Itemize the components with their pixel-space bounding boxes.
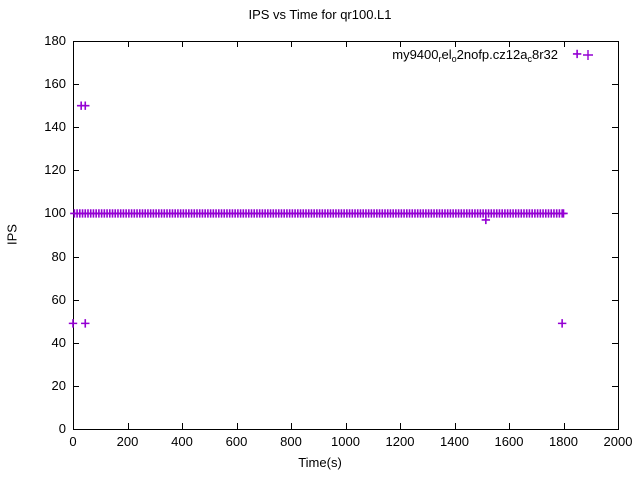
x-tick-label: 400 xyxy=(142,435,222,449)
x-tick-label: 600 xyxy=(197,435,277,449)
legend-label-subscript: c xyxy=(527,54,532,64)
x-tick-label-text: 1200 xyxy=(385,434,415,449)
legend-label-segment: 2nofp.cz12a xyxy=(456,47,528,62)
y-tick-label: 180 xyxy=(4,34,66,47)
y-tick-label-text: 0 xyxy=(58,421,66,436)
x-tick-label-text: 800 xyxy=(280,434,302,449)
y-tick-label: 140 xyxy=(4,120,66,133)
y-tick-label: 0 xyxy=(4,422,66,435)
x-tick-label: 2000 xyxy=(578,435,640,449)
y-tick-label: 60 xyxy=(4,293,66,306)
x-tick-label: 1400 xyxy=(415,435,495,449)
y-tick-label-text: 140 xyxy=(44,119,66,135)
x-tick-label: 1000 xyxy=(306,435,386,449)
y-tick-label-text: 40 xyxy=(51,334,66,350)
x-tick-label-text: 600 xyxy=(225,434,248,449)
legend-label-subscript: r xyxy=(438,54,442,64)
legend-marker-icon xyxy=(583,50,593,60)
x-tick-label-text: 200 xyxy=(116,434,139,449)
x-tick-label-text: 1800 xyxy=(549,434,578,449)
y-tick-label-text: 120 xyxy=(44,162,66,178)
y-tick-label-text: 20 xyxy=(51,377,66,393)
y-tick-label: 160 xyxy=(4,77,66,90)
x-tick-label-text: 2000 xyxy=(603,434,633,449)
y-tick-label: 40 xyxy=(4,336,66,349)
x-tick-label-text: 1600 xyxy=(494,434,524,449)
x-tick-label: 200 xyxy=(88,435,168,449)
data-point-marker xyxy=(81,319,90,328)
y-tick-label: 100 xyxy=(4,206,66,219)
y-tick-label-text: 100 xyxy=(44,205,66,221)
x-tick-label: 1600 xyxy=(469,435,549,449)
data-point-marker xyxy=(557,319,567,328)
legend-label-subscript: o xyxy=(451,54,457,64)
x-tick-label-text: 1400 xyxy=(440,434,469,449)
data-point-marker xyxy=(572,49,582,59)
data-point-marker xyxy=(68,319,78,328)
plot-frame xyxy=(73,41,619,430)
data-point-marker xyxy=(481,215,491,225)
y-tick-label: 20 xyxy=(4,379,66,392)
legend-series-label: my9400relo2nofp.cz12ac8r32 xyxy=(392,47,558,64)
y-tick-label: 120 xyxy=(4,163,66,176)
legend-label-segment: el xyxy=(441,47,452,62)
x-tick-label-text: 400 xyxy=(171,434,193,449)
x-tick-label: 1200 xyxy=(360,435,440,449)
x-tick-label: 1800 xyxy=(524,435,604,449)
data-series-points xyxy=(68,49,582,328)
y-tick-label-text: 160 xyxy=(44,76,66,92)
x-axis-title: Time(s) xyxy=(298,455,342,470)
legend-label-segment: 8r32 xyxy=(531,47,558,62)
y-axis-title: IPS xyxy=(4,224,20,245)
legend-label-segment: my9400 xyxy=(392,47,439,62)
x-tick-label: 0 xyxy=(33,435,113,449)
y-tick-label-text: 80 xyxy=(51,248,66,264)
data-point-marker xyxy=(81,101,90,110)
data-point-marker xyxy=(559,209,568,218)
x-tick-label-text: 0 xyxy=(69,434,77,449)
x-tick-label-text: 1000 xyxy=(331,434,360,449)
chart-title: IPS vs Time for qr100.L1 xyxy=(248,7,392,22)
y-tick-label-text: 60 xyxy=(51,291,66,307)
x-tick-label: 800 xyxy=(251,435,331,449)
y-tick-label-text: 180 xyxy=(44,33,66,48)
y-tick-label: 80 xyxy=(4,250,66,263)
